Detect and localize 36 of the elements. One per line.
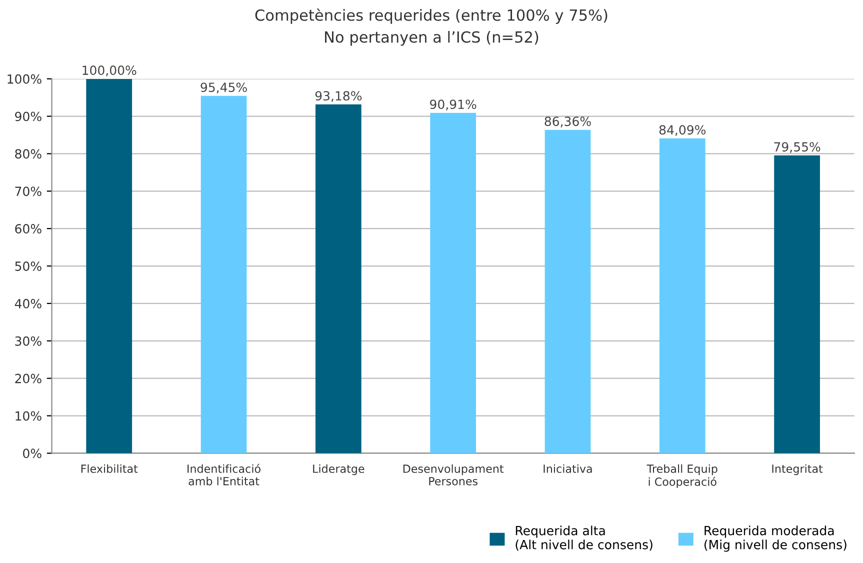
x-tick-label: Iniciativa	[544, 464, 592, 473]
y-tick-label: 30%	[15, 336, 42, 346]
data-label: 100,00%	[82, 66, 136, 76]
y-tick-label: 10%	[16, 411, 42, 421]
y-tick-label: 50%	[15, 261, 42, 271]
y-tick-label: 70%	[15, 186, 42, 196]
x-tick-label: Flexibilitat	[81, 464, 138, 473]
x-tick-label: Lideratge	[313, 464, 364, 476]
x-tick-label: Treball Equip i Cooperació	[646, 464, 718, 488]
y-tick-label: 0%	[23, 448, 42, 458]
data-label: 79,55%	[774, 142, 820, 153]
bar	[86, 78, 132, 454]
chart-title: Competències requerides (entre 100% y 75%)	[255, 8, 608, 24]
y-tick-label: 40%	[14, 298, 42, 308]
y-tick-label: 60%	[15, 224, 42, 234]
y-tick-label: 80%	[15, 149, 42, 159]
data-label: 86,36%	[544, 116, 591, 128]
y-tick-label: 90%	[15, 112, 42, 122]
y-tick-label: 20%	[15, 374, 42, 384]
data-label: 95,45%	[200, 82, 247, 94]
data-label: 90,91%	[430, 100, 476, 110]
legend-label: Requerida moderada (Mig nivell de consens)	[704, 526, 846, 552]
chart-subtitle: No pertanyen a l’ICS (n=52)	[325, 30, 538, 46]
x-tick-label: Desenvolupament Persones	[403, 464, 504, 486]
bar	[315, 104, 362, 454]
bar	[430, 112, 476, 454]
bar	[774, 155, 820, 454]
data-label: 93,18%	[315, 91, 362, 102]
bar	[659, 138, 706, 454]
y-tick-label: 100%	[8, 74, 42, 84]
bar	[200, 96, 247, 454]
x-tick-label: Integritat	[772, 464, 823, 476]
legend-label: Requerida alta (Alt nivell de consens)	[516, 526, 652, 551]
bar	[544, 130, 591, 454]
data-label: 84,09%	[659, 125, 706, 136]
x-tick-label: Indentificació amb l'Entitat	[188, 464, 260, 486]
